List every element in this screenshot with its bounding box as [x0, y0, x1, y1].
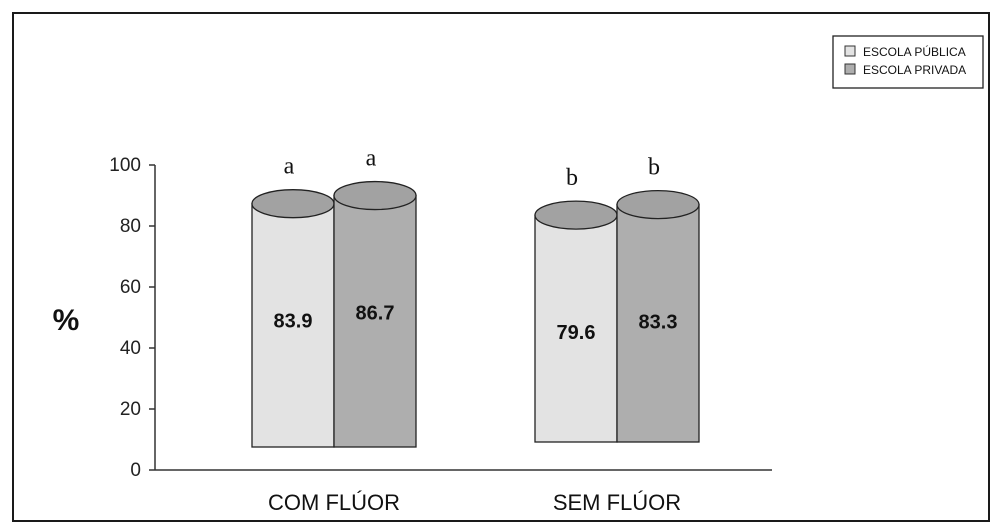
data-label: 83.3: [639, 312, 678, 334]
cylinder-bar: [616, 189, 700, 443]
data-label: 83.9: [274, 311, 313, 333]
cylinder-bar: [333, 180, 417, 448]
legend-box: [832, 35, 984, 89]
y-tick-label: 60: [120, 277, 141, 298]
y-axis-label: %: [53, 304, 80, 337]
legend: ESCOLA PÚBLICA ESCOLA PRIVADA: [832, 35, 984, 89]
significance-label: b: [648, 155, 660, 181]
chart-frame: [12, 12, 990, 522]
bars: [251, 180, 700, 448]
significance-label: a: [284, 154, 295, 180]
bar-top-cap: [333, 180, 417, 211]
legend-swatch: [844, 63, 856, 75]
legend-swatch: [844, 45, 856, 57]
y-tick-label: 0: [130, 460, 141, 481]
bar-body: [534, 214, 618, 443]
labels: % 83.9 a 86.7 a 79.6 b 83.3 b COM FLÚOR SEM FLÚOR: [53, 146, 682, 515]
data-label: 79.6: [557, 322, 596, 344]
bar-top-cap: [251, 189, 335, 219]
legend-label: ESCOLA PÚBLICA: [863, 44, 966, 59]
y-tick-label: 80: [120, 216, 141, 237]
y-tick-label: 20: [120, 399, 141, 420]
data-label: 86.7: [356, 303, 395, 325]
legend-label: ESCOLA PRIVADA: [863, 63, 966, 77]
y-tick-label: 40: [120, 338, 141, 359]
cylinder-bar: [534, 200, 618, 443]
x-tick-label: COM FLÚOR: [268, 490, 400, 515]
bar-top-cap: [616, 189, 700, 220]
bar-body: [333, 194, 417, 448]
y-tick-label: 100: [109, 155, 141, 176]
significance-label: b: [566, 165, 578, 191]
axes: 0 20 40 60 80 100: [109, 155, 772, 481]
bar-top-cap: [534, 200, 618, 230]
x-tick-label: SEM FLÚOR: [553, 490, 681, 515]
significance-label: a: [366, 146, 377, 172]
